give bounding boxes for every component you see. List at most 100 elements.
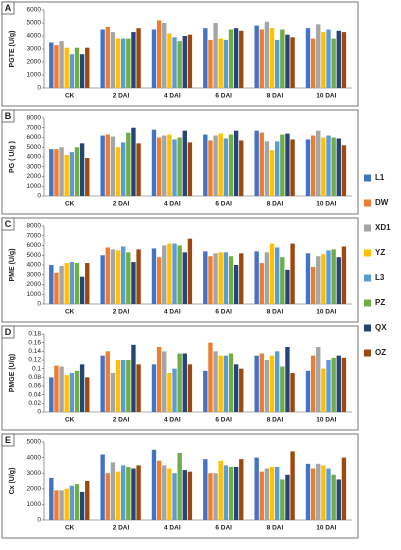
panel-frame: [1, 433, 359, 539]
y-tick-label: 1000: [27, 72, 42, 79]
x-tick-label: 4 DAI: [164, 201, 181, 208]
panel-label-box: [1, 217, 15, 231]
bar: [259, 471, 264, 520]
bar: [187, 471, 193, 520]
bar: [269, 28, 275, 88]
bar: [136, 249, 141, 304]
bar: [115, 471, 121, 520]
bar: [49, 149, 54, 196]
bar: [233, 364, 239, 412]
bar: [69, 373, 75, 412]
bar: [290, 451, 295, 520]
bar: [316, 256, 321, 304]
bar: [223, 138, 229, 196]
bar: [187, 364, 193, 412]
bar: [59, 490, 64, 520]
bar: [228, 29, 234, 88]
x-tick-label: 2 DAI: [113, 201, 130, 208]
bar: [203, 459, 208, 520]
bar: [213, 351, 218, 412]
bar: [121, 246, 126, 304]
bar: [156, 460, 162, 520]
bar: [233, 130, 239, 196]
bar: [151, 29, 157, 88]
bar: [74, 47, 80, 88]
bar: [85, 47, 90, 88]
y-axis-label: PGTE (U/g): [9, 31, 16, 68]
bar: [218, 460, 223, 520]
bar: [59, 265, 64, 304]
bar: [264, 252, 270, 304]
bar: [187, 142, 193, 196]
y-tick-label: 4000: [27, 262, 42, 269]
bar: [285, 347, 290, 412]
bar: [331, 474, 336, 520]
bar: [259, 353, 264, 412]
bar: [290, 139, 295, 196]
bar: [167, 33, 172, 88]
x-tick-label: CK: [65, 309, 75, 316]
bar: [110, 373, 116, 412]
bar: [316, 24, 321, 88]
bar: [136, 364, 141, 412]
bar: [254, 130, 259, 196]
x-tick-label: 4 DAI: [164, 525, 181, 532]
legend-label: YZ: [375, 248, 385, 257]
y-tick-label: 7000: [27, 124, 42, 131]
y-tick-label: 6000: [27, 7, 42, 14]
bar: [177, 137, 182, 196]
bar: [105, 247, 110, 304]
bar: [182, 130, 187, 196]
bar: [208, 39, 213, 88]
bar: [336, 479, 341, 520]
bar: [110, 32, 116, 88]
bar: [131, 32, 136, 88]
y-tick-label: 0.04: [28, 391, 41, 398]
bar: [105, 134, 110, 196]
bar: [228, 466, 234, 520]
bar: [331, 38, 336, 88]
y-tick-label: 0: [37, 85, 41, 92]
bar: [264, 141, 270, 196]
bar: [54, 272, 59, 304]
bar: [321, 137, 326, 196]
bar: [223, 39, 229, 88]
y-tick-label: 0: [37, 517, 41, 524]
x-tick-label: CK: [65, 417, 75, 424]
y-tick-label: 0.02: [28, 400, 41, 407]
y-tick-label: 1000: [27, 183, 42, 190]
bar: [218, 252, 223, 304]
bar: [341, 32, 347, 88]
bar: [131, 127, 136, 196]
bar: [100, 255, 105, 304]
bar: [100, 355, 105, 412]
y-axis-label: PMGE (U/g): [9, 354, 16, 393]
panel-frame: [1, 325, 359, 431]
bar: [156, 347, 162, 412]
bar: [172, 368, 177, 412]
bar: [74, 263, 80, 304]
bar: [156, 257, 162, 304]
bar: [331, 249, 336, 304]
bar: [269, 355, 275, 412]
y-axis-label: Cx (U/g): [9, 468, 16, 495]
bar: [126, 252, 131, 304]
bar: [285, 269, 290, 304]
bar: [187, 34, 193, 88]
bar: [285, 34, 290, 88]
bar: [285, 474, 290, 520]
y-tick-label: 1000: [27, 291, 42, 298]
x-tick-label: 10 DAI: [316, 201, 336, 208]
bar: [182, 36, 187, 88]
bar: [64, 375, 69, 412]
bar: [233, 466, 239, 520]
bar: [115, 360, 121, 412]
y-tick-label: 7000: [27, 232, 42, 239]
y-tick-label: 3000: [27, 46, 42, 53]
bar: [172, 473, 177, 520]
bar: [264, 468, 270, 520]
bar: [74, 147, 80, 196]
y-tick-label: 0.18: [28, 331, 41, 338]
y-tick-label: 6000: [27, 242, 42, 249]
bar: [239, 368, 244, 412]
